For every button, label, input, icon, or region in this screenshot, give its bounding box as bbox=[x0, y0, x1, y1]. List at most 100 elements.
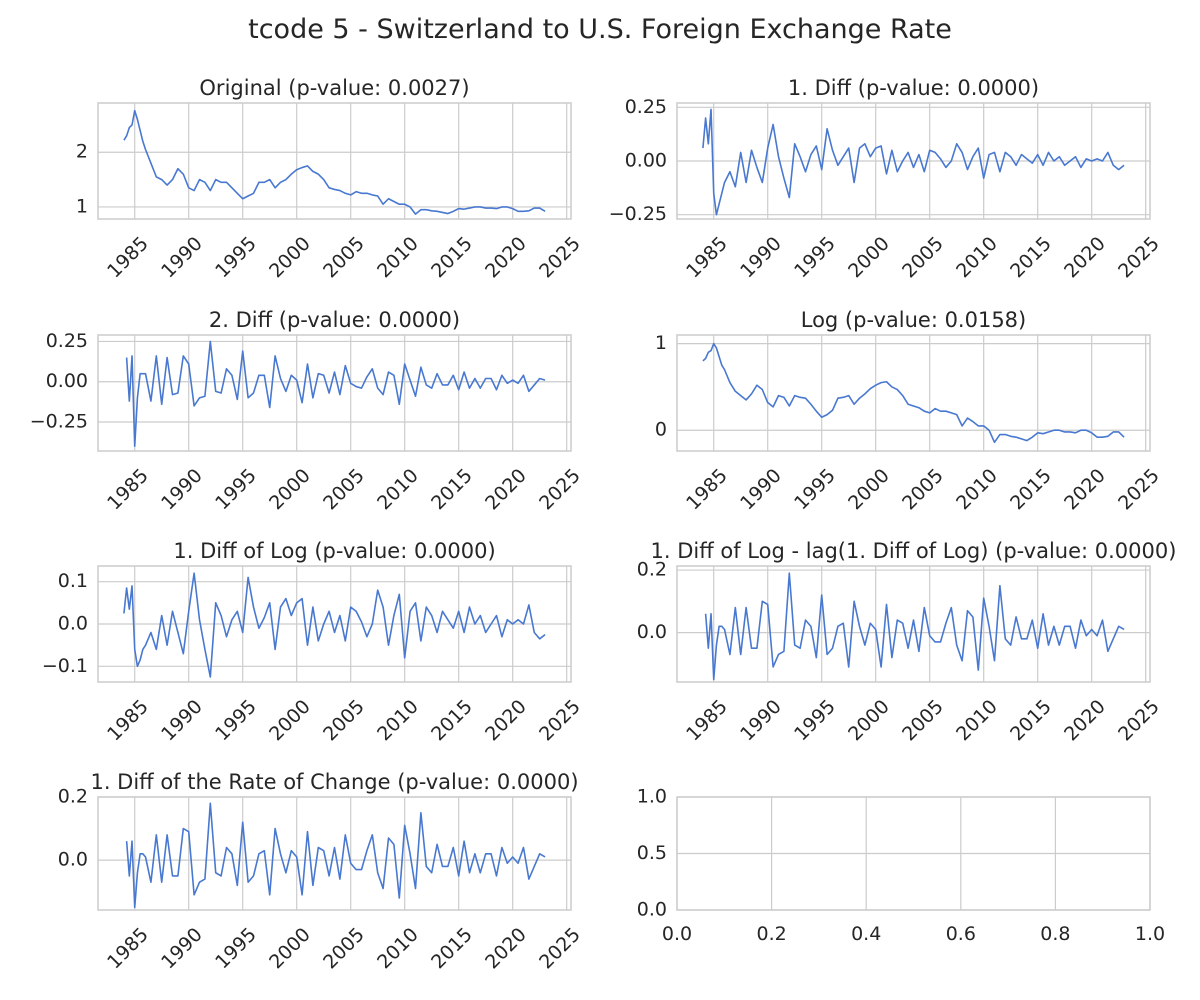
x-tick-label: 2015 bbox=[427, 233, 477, 283]
x-tick-label: 2000 bbox=[265, 233, 315, 283]
series-line bbox=[123, 109, 546, 215]
subplot-7: 0.0 0.2 1985 1990 1995 2000 2005 2010 2015 2020 20… bbox=[58, 770, 585, 973]
axes-frame bbox=[676, 565, 1151, 683]
x-tick-label: 1990 bbox=[736, 465, 786, 515]
x-tick-label: 1995 bbox=[790, 696, 840, 746]
series-line bbox=[123, 572, 546, 678]
subplot-3: −0.25 0.00 0.25 1985 1990 1995 2000 2005 2010 201… bbox=[30, 308, 585, 514]
subplot-4: 0 1 1985 1990 1995 2000 2005 2010 2015 2020 2025 Lo… bbox=[655, 308, 1164, 514]
x-tick-label: 0.4 bbox=[851, 923, 881, 945]
x-tick-label: 1990 bbox=[157, 696, 207, 746]
y-tick-label: 0.2 bbox=[58, 786, 88, 808]
x-tick-label: 2005 bbox=[898, 233, 948, 283]
axes-frame bbox=[97, 565, 572, 683]
x-tick-label: 1995 bbox=[211, 465, 261, 515]
x-tick-label: 2010 bbox=[373, 696, 423, 746]
x-tick-label: 0.6 bbox=[946, 923, 976, 945]
subplot-title: 1. Diff of Log (p-value: 0.0000) bbox=[173, 539, 495, 563]
y-tick-label: 0.2 bbox=[637, 559, 667, 581]
series-line bbox=[704, 572, 1125, 681]
subplot-title: Log (p-value: 0.0158) bbox=[801, 308, 1027, 332]
x-tick-label: 2010 bbox=[373, 233, 423, 283]
x-tick-label: 2020 bbox=[1060, 233, 1110, 283]
x-tick-label: 1990 bbox=[157, 924, 207, 974]
axes-frame bbox=[97, 334, 572, 452]
series-line bbox=[702, 342, 1125, 444]
x-tick-label: 1985 bbox=[682, 465, 732, 515]
x-tick-label: 1990 bbox=[736, 696, 786, 746]
x-tick-label: 1985 bbox=[103, 465, 153, 515]
x-tick-label: 1995 bbox=[211, 233, 261, 283]
x-tick-label: 1995 bbox=[211, 696, 261, 746]
x-tick-label: 2025 bbox=[535, 465, 585, 515]
subplot-title: 1. Diff of Log - lag(1. Diff of Log) (p-… bbox=[651, 539, 1177, 563]
x-tick-label: 2005 bbox=[319, 924, 369, 974]
x-tick-label: 2010 bbox=[952, 233, 1002, 283]
y-tick-label: 0.0 bbox=[58, 613, 88, 635]
axes-frame bbox=[676, 796, 1151, 911]
x-tick-label: 1995 bbox=[211, 924, 261, 974]
x-tick-label: 2010 bbox=[952, 696, 1002, 746]
series-line bbox=[125, 340, 546, 447]
x-tick-label: 1995 bbox=[790, 465, 840, 515]
x-tick-label: 2020 bbox=[1060, 696, 1110, 746]
x-tick-label: 2015 bbox=[427, 696, 477, 746]
x-tick-label: 2000 bbox=[265, 465, 315, 515]
x-tick-label: 1985 bbox=[682, 696, 732, 746]
x-tick-label: 2020 bbox=[481, 924, 531, 974]
x-tick-label: 2025 bbox=[1114, 696, 1164, 746]
subplot-title: Original (p-value: 0.0027) bbox=[199, 76, 469, 100]
x-tick-label: 1990 bbox=[157, 465, 207, 515]
x-tick-label: 2005 bbox=[319, 465, 369, 515]
x-tick-label: 2015 bbox=[427, 465, 477, 515]
y-tick-label: 0.00 bbox=[46, 370, 88, 392]
x-tick-label: 2015 bbox=[1006, 233, 1056, 283]
subplot-8: 0.0 0.5 1.0 0.0 0.2 0.4 0.6 0.8 1.0 bbox=[637, 786, 1165, 946]
x-tick-label: 1995 bbox=[790, 233, 840, 283]
x-tick-label: 1985 bbox=[103, 233, 153, 283]
x-tick-label: 2015 bbox=[1006, 465, 1056, 515]
y-tick-label: 0.25 bbox=[46, 330, 88, 352]
x-tick-label: 2005 bbox=[319, 233, 369, 283]
x-tick-label: 2000 bbox=[265, 696, 315, 746]
x-tick-label: 2000 bbox=[265, 924, 315, 974]
x-tick-label: 2020 bbox=[481, 696, 531, 746]
x-tick-label: 2020 bbox=[1060, 465, 1110, 515]
x-tick-label: 0.2 bbox=[756, 923, 786, 945]
x-tick-label: 2015 bbox=[1006, 696, 1056, 746]
subplot-title: 2. Diff (p-value: 0.0000) bbox=[209, 308, 460, 332]
y-tick-label: 1.0 bbox=[637, 786, 667, 808]
x-tick-label: 2025 bbox=[1114, 233, 1164, 283]
series-line bbox=[702, 108, 1125, 216]
x-tick-label: 2020 bbox=[481, 465, 531, 515]
axes-frame bbox=[97, 796, 572, 911]
x-tick-label: 1990 bbox=[736, 233, 786, 283]
subplot-title: 1. Diff of the Rate of Change (p-value: … bbox=[90, 770, 578, 794]
y-tick-label: 0.1 bbox=[58, 570, 88, 592]
x-tick-label: 2000 bbox=[844, 696, 894, 746]
y-tick-label: 1 bbox=[655, 332, 667, 354]
series-line bbox=[125, 802, 546, 909]
x-tick-label: 2000 bbox=[844, 465, 894, 515]
y-tick-label: 2 bbox=[76, 141, 88, 163]
figure-title: tcode 5 - Switzerland to U.S. Foreign Ex… bbox=[248, 14, 952, 45]
x-tick-label: 2025 bbox=[1114, 465, 1164, 515]
subplot-title: 1. Diff (p-value: 0.0000) bbox=[788, 76, 1039, 100]
y-tick-label: 0.5 bbox=[637, 842, 667, 864]
x-tick-label: 1985 bbox=[103, 924, 153, 974]
x-tick-label: 2015 bbox=[427, 924, 477, 974]
subplot-2: −0.25 0.00 0.25 1985 1990 1995 2000 2005 2010 201… bbox=[609, 76, 1164, 282]
x-tick-label: 2020 bbox=[481, 233, 531, 283]
y-tick-label: −0.25 bbox=[30, 411, 88, 433]
y-tick-label: 0.0 bbox=[58, 849, 88, 871]
y-tick-label: 0.25 bbox=[625, 96, 667, 118]
x-tick-label: 0.0 bbox=[662, 923, 692, 945]
x-tick-label: 1985 bbox=[682, 233, 732, 283]
x-tick-label: 2000 bbox=[844, 233, 894, 283]
y-tick-label: 0 bbox=[655, 419, 667, 441]
x-tick-label: 2010 bbox=[373, 465, 423, 515]
y-tick-label: −0.25 bbox=[609, 203, 667, 225]
y-tick-label: −0.1 bbox=[42, 655, 88, 677]
